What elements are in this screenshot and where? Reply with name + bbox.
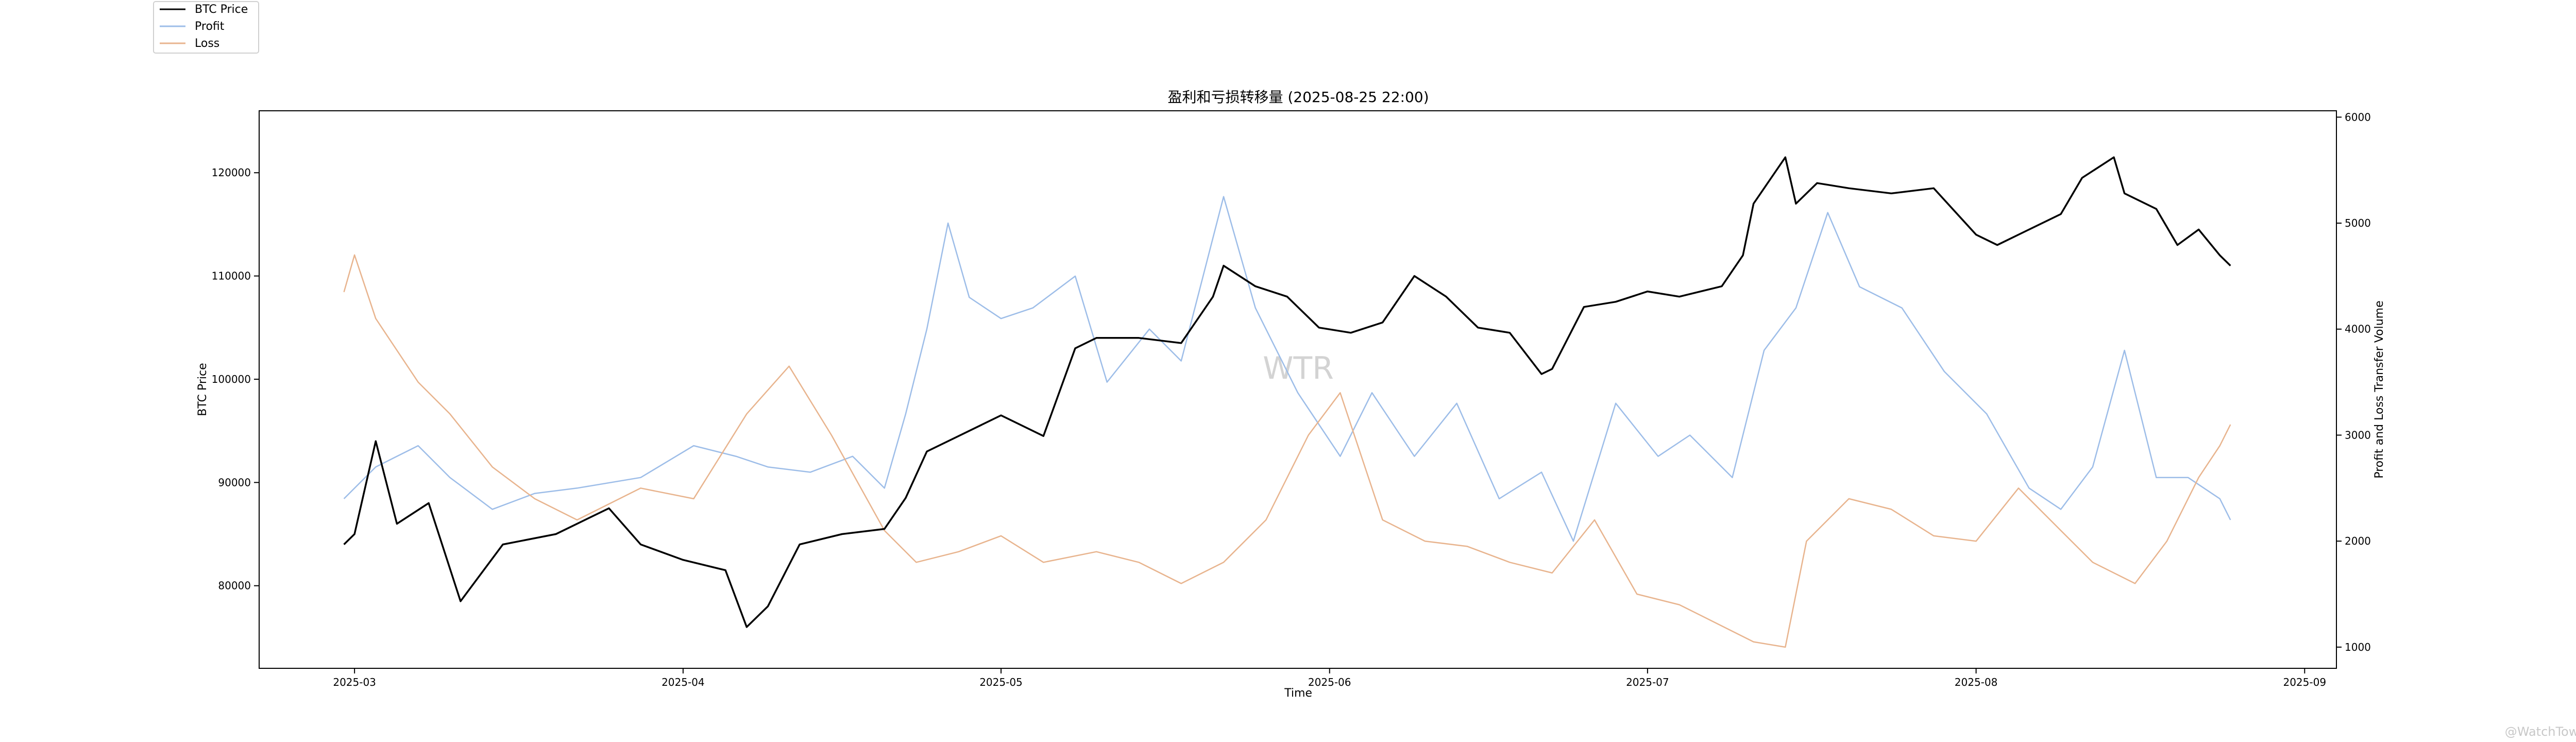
x-tick-label: 2025-05 xyxy=(979,676,1023,688)
y-left-tick-label: 120000 xyxy=(212,166,251,179)
x-tick-label: 2025-04 xyxy=(662,676,705,688)
y-left-tick-label: 100000 xyxy=(212,373,251,385)
x-tick-label: 2025-03 xyxy=(333,676,376,688)
y-right-tick-label: 6000 xyxy=(2345,111,2371,123)
legend-label-btc-price: BTC Price xyxy=(195,3,248,16)
y-right-tick-label: 2000 xyxy=(2345,535,2371,547)
y-right-tick-label: 1000 xyxy=(2345,641,2371,653)
legend: BTC Price Profit Loss xyxy=(153,1,259,54)
y-right-tick-label: 3000 xyxy=(2345,429,2371,441)
y-right-tick-label: 4000 xyxy=(2345,323,2371,335)
legend-label-loss: Loss xyxy=(195,37,219,50)
x-tick-label: 2025-06 xyxy=(1308,676,1351,688)
legend-label-profit: Profit xyxy=(195,20,225,33)
series-line-loss xyxy=(343,254,2231,648)
y-left-tick-label: 80000 xyxy=(218,580,251,592)
y-left-tick-label: 110000 xyxy=(212,270,251,282)
watermark: WTR xyxy=(1263,350,1334,386)
y-right-tick-label: 5000 xyxy=(2345,217,2371,229)
legend-frame xyxy=(153,1,259,54)
y-left-tick-label: 90000 xyxy=(218,476,251,488)
x-axis: 2025-03 2025-04 2025-05 2025-06 2025-07 2025-… xyxy=(333,668,2326,688)
series-layer xyxy=(343,156,2231,648)
y-axis-left: 80000 90000 100000 110000 120000 xyxy=(212,166,259,592)
plot-frame xyxy=(259,110,2337,669)
corner-watermark: @WatchTower xyxy=(2505,724,2576,739)
y-axis-right-label: Profit and Loss Transfer Volume xyxy=(2373,300,2386,478)
x-axis-label: Time xyxy=(1284,687,1312,700)
series-line-btc-price xyxy=(343,156,2231,628)
x-tick-label: 2025-07 xyxy=(1626,676,1669,688)
x-tick-label: 2025-09 xyxy=(2283,676,2326,688)
y-axis-right: 1000 2000 3000 4000 5000 6000 xyxy=(2336,111,2371,653)
x-tick-label: 2025-08 xyxy=(1955,676,1998,688)
chart-title: 盈利和亏损转移量 (2025-08-25 22:00) xyxy=(1167,89,1429,106)
y-axis-left-label: BTC Price xyxy=(196,363,209,416)
